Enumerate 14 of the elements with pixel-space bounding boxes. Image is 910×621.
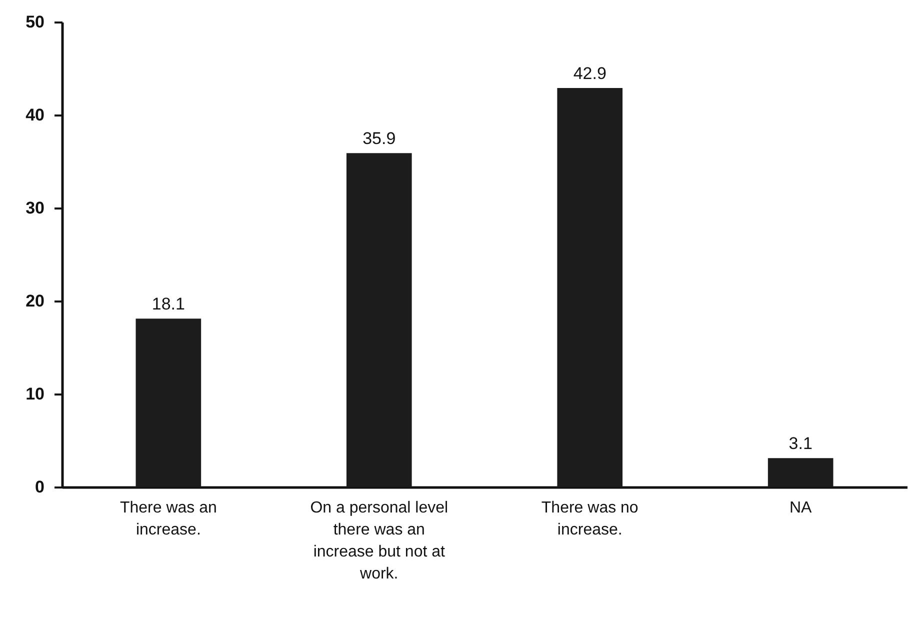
x-tick-label: NA <box>789 500 812 516</box>
data-label: 35.9 <box>362 129 396 148</box>
x-tick-label: There was an increase. <box>120 500 217 538</box>
x-tick-label: There was no increase. <box>541 500 638 538</box>
data-label: 18.1 <box>152 294 185 314</box>
y-tick-label: 0 <box>35 478 44 496</box>
y-tick-label: 10 <box>26 384 44 404</box>
y-tick-label: 40 <box>26 106 44 124</box>
data-label: 3.1 <box>788 434 812 454</box>
y-tick-label: 20 <box>26 292 44 310</box>
y-tick-label: 30 <box>26 198 44 218</box>
y-tick-label: 50 <box>26 12 44 32</box>
x-tick-label: On a personal level there was an increase but not at work. <box>310 500 448 582</box>
data-label: 42.9 <box>573 64 606 84</box>
